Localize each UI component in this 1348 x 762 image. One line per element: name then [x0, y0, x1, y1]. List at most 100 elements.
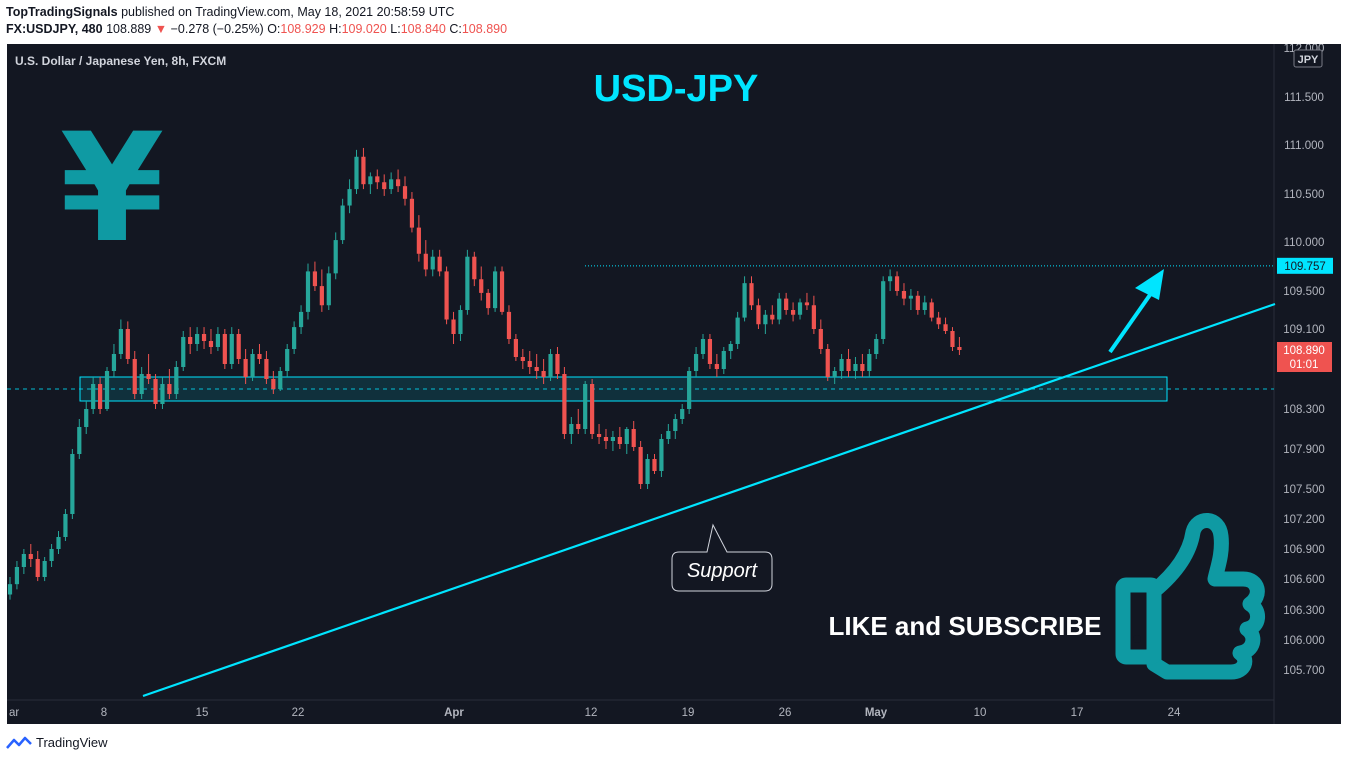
price-tick-label: 106.300 [1283, 605, 1325, 617]
candle-body [770, 314, 775, 320]
candle-body [188, 337, 193, 344]
candle-body [91, 384, 96, 409]
candle-body [111, 354, 117, 371]
candle-body [451, 319, 456, 334]
candle-body [389, 179, 394, 190]
current-price-tag [1277, 342, 1332, 372]
open-value: 108.929 [280, 22, 326, 36]
up-arrow-icon [1108, 269, 1164, 354]
time-tick-label: 15 [196, 707, 209, 719]
candle-body [222, 334, 227, 364]
like-subscribe-text: LIKE and SUBSCRIBE [828, 611, 1101, 641]
price-tick-label: 107.200 [1283, 514, 1325, 526]
candle-body [534, 367, 539, 371]
candle-body [673, 419, 678, 431]
candle-body [687, 371, 692, 409]
low-value: 108.840 [400, 22, 446, 36]
candle-body [548, 354, 553, 377]
candle-body [652, 459, 657, 471]
candle-body [160, 384, 165, 404]
candles-group [7, 147, 962, 600]
candle-body [14, 567, 20, 585]
price-tick-label: 106.900 [1283, 544, 1325, 556]
candle-body [479, 279, 484, 293]
thumbs-up-icon [1115, 513, 1265, 680]
candle-body [617, 437, 622, 444]
candle-body [84, 409, 89, 427]
legend-label: U.S. Dollar / Japanese Yen, 8h, FXCM [15, 54, 226, 68]
time-tick-label: 12 [585, 707, 598, 719]
high-label: H: [329, 22, 342, 36]
bar-countdown-text: 01:01 [1290, 359, 1319, 371]
time-tick-label: Apr [444, 707, 464, 719]
candle-body [326, 273, 331, 306]
candle-body [333, 240, 338, 274]
chart-title: USD-JPY [594, 68, 759, 110]
time-tick-label: ar [9, 707, 19, 719]
price-tick-label: 107.500 [1283, 484, 1325, 496]
candle-body [853, 364, 858, 371]
candle-body [839, 359, 844, 371]
price-tick-label: 107.900 [1283, 444, 1325, 456]
candle-body [569, 424, 574, 434]
candle-body [125, 329, 130, 359]
chart-pane[interactable]: U.S. Dollar / Japanese Yen, 8h, FXCM USD… [7, 44, 1341, 724]
candle-body [361, 156, 366, 185]
candle-body [735, 317, 740, 344]
candle-body [285, 349, 290, 371]
author-name[interactable]: TopTradingSignals [6, 5, 118, 19]
candle-body [583, 384, 588, 429]
candle-body [402, 186, 408, 199]
support-callout-text: Support [687, 560, 758, 582]
tradingview-logo-icon [6, 736, 32, 749]
candle-body [229, 334, 234, 364]
candle-body [700, 339, 706, 354]
time-scale[interactable]: ar 8 15 22 Apr 12 19 26 May 10 17 24 [9, 707, 1181, 719]
candle-body [596, 434, 602, 437]
candle-body [610, 437, 616, 441]
support-callout[interactable]: Support [671, 523, 773, 592]
price-tick-label: 106.000 [1283, 635, 1325, 647]
candle-body [590, 384, 595, 434]
candle-body [832, 371, 837, 377]
candle-body [520, 357, 525, 361]
time-tick-label: 24 [1168, 707, 1181, 719]
close-value: 108.890 [461, 22, 508, 36]
candle-body [416, 227, 421, 254]
candle-body [818, 329, 823, 349]
candle-body [312, 271, 318, 287]
candle-body [797, 302, 803, 315]
resistance-price-tag [1277, 257, 1333, 274]
footer-brand[interactable]: TradingView [6, 735, 108, 750]
candle-body [846, 359, 851, 371]
symbol-label: FX:USDJPY, 480 [6, 22, 103, 36]
change-arrow-icon: ▼ [154, 22, 168, 36]
candle-body [749, 283, 754, 306]
last-price: 108.889 [106, 22, 152, 36]
chart-canvas[interactable]: U.S. Dollar / Japanese Yen, 8h, FXCM USD… [7, 44, 1341, 724]
candle-body [714, 364, 719, 369]
candle-body [527, 361, 532, 367]
candle-body [936, 317, 941, 325]
support-trendline[interactable] [142, 302, 1276, 698]
candle-body [208, 341, 214, 347]
price-tick-label: 111.000 [1284, 140, 1324, 152]
candle-body [153, 379, 158, 404]
candle-body [631, 429, 636, 447]
candle-body [104, 371, 110, 409]
candle-body [922, 302, 927, 310]
price-tick-label: 110.500 [1284, 189, 1325, 201]
candle-body [375, 176, 380, 183]
thumbs-up-dot [1133, 635, 1141, 643]
candle-body [278, 371, 283, 389]
candle-body [465, 256, 470, 310]
price-tick-label: 109.500 [1283, 286, 1325, 298]
price-scale[interactable]: 112.000111.500111.000110.500110.000109.5… [1283, 44, 1325, 677]
candle-body [195, 334, 200, 344]
currency-badge[interactable] [1293, 49, 1323, 68]
candle-body [576, 424, 581, 429]
candle-body [645, 459, 650, 484]
candle-body [790, 310, 796, 315]
candle-body [957, 347, 962, 350]
yen-icon: ¥ [60, 102, 164, 276]
